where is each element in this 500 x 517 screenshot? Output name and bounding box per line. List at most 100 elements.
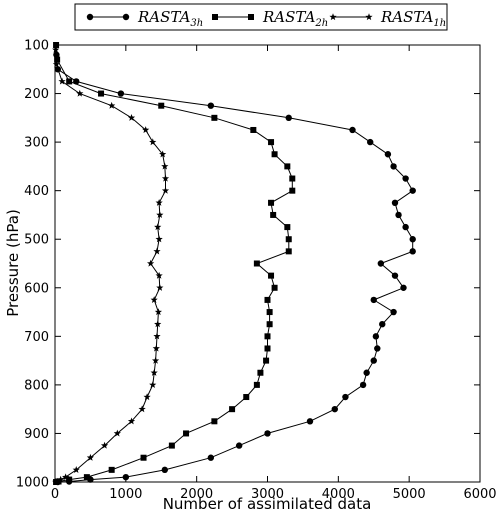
legend-entry: RASTA1h bbox=[329, 8, 446, 29]
data-point bbox=[395, 211, 402, 219]
data-point bbox=[268, 272, 275, 279]
legend-entry: RASTA3h bbox=[86, 8, 203, 29]
y-tick-label: 200 bbox=[24, 87, 49, 102]
x-tick-label: 3000 bbox=[251, 487, 284, 502]
data-point bbox=[66, 78, 73, 85]
legend-marker bbox=[365, 13, 373, 21]
data-point bbox=[53, 42, 60, 48]
data-point bbox=[379, 320, 386, 328]
data-point bbox=[384, 151, 392, 158]
x-tick-label: 1000 bbox=[109, 487, 142, 502]
data-point bbox=[264, 296, 271, 303]
data-point bbox=[161, 174, 170, 182]
data-point bbox=[409, 248, 416, 255]
data-point bbox=[100, 441, 109, 449]
data-point bbox=[168, 442, 175, 449]
data-point bbox=[271, 284, 278, 291]
data-point bbox=[138, 405, 146, 413]
data-point bbox=[154, 308, 163, 316]
data-point bbox=[235, 442, 243, 449]
data-point bbox=[108, 101, 116, 109]
data-point bbox=[127, 417, 136, 425]
y-tick-label: 300 bbox=[24, 136, 49, 151]
legend-box bbox=[74, 3, 448, 31]
data-point bbox=[331, 405, 338, 413]
legend-marker bbox=[248, 14, 254, 20]
data-point bbox=[207, 102, 215, 109]
legend: RASTA3h RASTA2h RASTA1h bbox=[86, 8, 446, 29]
data-point bbox=[158, 102, 165, 109]
data-point bbox=[52, 46, 60, 53]
data-point bbox=[155, 235, 163, 243]
data-point bbox=[150, 296, 158, 303]
series-RASTA3h bbox=[53, 51, 416, 486]
data-point bbox=[113, 429, 121, 437]
data-point bbox=[306, 418, 314, 425]
x-tick-label: 5000 bbox=[393, 487, 426, 502]
data-point bbox=[253, 381, 260, 388]
data-point bbox=[86, 453, 95, 461]
data-point bbox=[108, 466, 115, 473]
data-point bbox=[153, 332, 161, 340]
y-axis: 100 200 300 400 500 600 700 800 900 1000 bbox=[16, 39, 480, 491]
data-point bbox=[57, 475, 65, 483]
data-point bbox=[211, 114, 218, 121]
data-point bbox=[127, 114, 136, 121]
data-point bbox=[372, 333, 380, 340]
series-layer bbox=[52, 42, 416, 486]
data-point bbox=[58, 77, 66, 85]
data-point bbox=[72, 466, 80, 473]
y-tick-label: 500 bbox=[24, 233, 49, 248]
data-point bbox=[243, 394, 250, 401]
series-RASTA1h bbox=[52, 46, 170, 486]
data-point bbox=[151, 356, 160, 364]
data-point bbox=[289, 187, 296, 194]
data-point bbox=[391, 272, 399, 279]
data-point bbox=[342, 393, 349, 401]
data-point bbox=[390, 163, 397, 170]
data-point bbox=[285, 114, 292, 122]
y-axis-label: Pressure (hPa) bbox=[4, 209, 22, 317]
legend-marker bbox=[122, 13, 130, 21]
data-point bbox=[374, 345, 381, 352]
data-point bbox=[409, 236, 416, 243]
data-point bbox=[263, 357, 270, 364]
data-point bbox=[349, 126, 356, 134]
x-axis: 0 1000 2000 3000 4000 5000 6000 bbox=[51, 45, 497, 502]
data-point bbox=[402, 223, 409, 231]
data-point bbox=[52, 478, 60, 486]
data-point bbox=[66, 476, 73, 483]
data-point bbox=[153, 247, 161, 255]
legend-marker bbox=[86, 13, 94, 21]
x-axis-label: Number of assimilated data bbox=[163, 495, 372, 513]
data-point bbox=[154, 223, 162, 231]
data-point bbox=[370, 296, 377, 304]
legend-entry: RASTA2h bbox=[212, 8, 328, 29]
data-point bbox=[140, 454, 147, 461]
legend-label: RASTA3h bbox=[137, 8, 203, 29]
data-point bbox=[122, 473, 130, 481]
data-point bbox=[52, 60, 61, 68]
y-tick-label: 600 bbox=[24, 281, 49, 296]
data-point bbox=[143, 393, 151, 401]
data-point bbox=[207, 454, 215, 461]
x-tick-label: 2000 bbox=[180, 487, 213, 502]
data-point bbox=[285, 248, 292, 255]
data-point bbox=[155, 271, 163, 279]
data-point bbox=[161, 466, 168, 474]
data-point bbox=[268, 199, 275, 206]
y-tick-label: 900 bbox=[24, 427, 49, 442]
data-point bbox=[229, 406, 236, 413]
data-point bbox=[264, 333, 271, 340]
data-point bbox=[359, 381, 367, 389]
data-point bbox=[142, 126, 150, 134]
data-point bbox=[83, 474, 90, 481]
legend-label: RASTA2h bbox=[262, 8, 328, 29]
data-point bbox=[211, 418, 218, 425]
y-tick-label: 100 bbox=[24, 39, 49, 54]
data-point bbox=[149, 381, 157, 388]
data-point bbox=[154, 320, 162, 328]
data-point bbox=[363, 369, 370, 376]
data-point bbox=[152, 344, 160, 352]
